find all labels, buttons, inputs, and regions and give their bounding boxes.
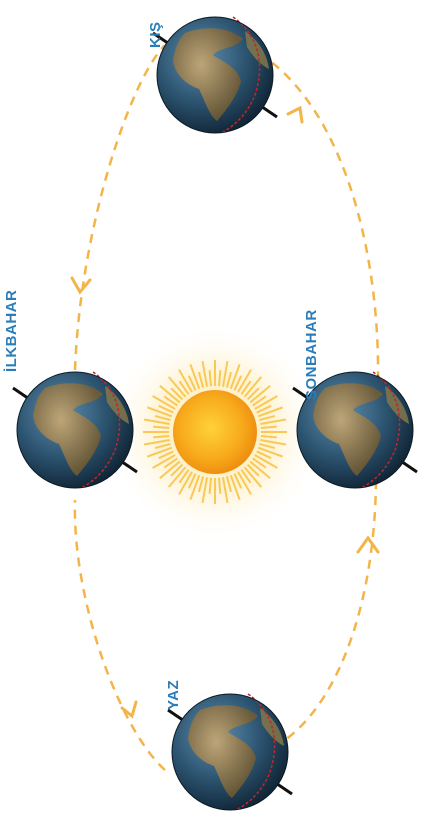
sun-ray [159, 460, 181, 480]
earth-summer [167, 693, 293, 811]
sun-ray [187, 375, 197, 391]
sun-ray [243, 466, 263, 488]
sun-ray [252, 395, 267, 407]
season-label: SONBAHAR [303, 309, 320, 400]
sun-ray [256, 404, 272, 414]
orbit-path [73, 33, 380, 771]
sun-ray [170, 463, 184, 477]
earth-spring [12, 371, 138, 489]
sun-ray [201, 477, 208, 504]
sun-ray [259, 442, 276, 450]
sun-ray [257, 406, 283, 418]
season-label: YAZ [165, 680, 182, 710]
season-label: KIŞ [147, 21, 164, 48]
sun-ray [158, 450, 174, 460]
sun-ray [163, 457, 178, 469]
sun-ray [256, 450, 272, 460]
sun-ray [154, 442, 171, 450]
sun-ray [254, 454, 278, 469]
sun-ray [218, 477, 222, 494]
sun-ray [187, 473, 197, 489]
sun-ray [218, 370, 222, 387]
sun-ray [170, 387, 184, 401]
sun-ray [197, 371, 205, 388]
sun-ray [163, 395, 178, 407]
earth-winter [152, 16, 278, 134]
sun-ray [143, 418, 170, 425]
sun-ray [222, 360, 229, 387]
sun-ray [178, 469, 190, 484]
sun-ray [260, 439, 287, 446]
sun-ray [178, 471, 193, 495]
sun-ray [152, 395, 176, 410]
sun-ray [249, 384, 271, 404]
orbit-arrow [286, 105, 304, 124]
sun-ray [208, 477, 212, 494]
sun-ray [260, 435, 277, 439]
sun-ray [233, 375, 243, 391]
sun-ray [260, 418, 287, 425]
sun-ray [158, 404, 174, 414]
sun-ray [178, 369, 193, 393]
sun-ray [237, 471, 252, 495]
sun-ray [147, 406, 173, 418]
sun-ray [240, 469, 252, 484]
sun-ray [189, 364, 201, 390]
sun-ray [208, 370, 212, 387]
orbit-arrow [356, 535, 380, 554]
orbit-arrow [120, 700, 138, 719]
season-label: İLKBAHAR [3, 290, 20, 372]
sun-ray [252, 457, 267, 469]
sun-ray [225, 476, 233, 493]
sun-ray [152, 454, 176, 469]
sun-ray [153, 435, 170, 439]
orbit-arrow [70, 276, 92, 295]
sun-ray [154, 414, 171, 422]
sun-ray [159, 384, 181, 404]
sun-ray [153, 425, 170, 429]
sun-ray [178, 380, 190, 395]
sun-ray [147, 446, 173, 458]
sun-ray [257, 446, 283, 458]
sun-ray [240, 380, 252, 395]
sun-ray [229, 364, 241, 390]
sun-ray [233, 473, 243, 489]
sun-ray [246, 463, 260, 477]
sun-ray [167, 376, 187, 398]
sun-ray [222, 477, 229, 504]
sun-ray [260, 425, 277, 429]
sun-ray [243, 376, 263, 398]
sun-ray [197, 476, 205, 493]
sun-ray [246, 387, 260, 401]
sun-ray [259, 414, 276, 422]
sun-ray [225, 371, 233, 388]
sun-ray [143, 439, 170, 446]
sun-ray [189, 474, 201, 500]
sun-ray [201, 360, 208, 387]
sun-ray [229, 474, 241, 500]
sun-ray [167, 466, 187, 488]
sun-ray [249, 460, 271, 480]
sun-ray [254, 395, 278, 410]
sun [105, 322, 325, 542]
earth-autumn [292, 371, 418, 489]
sun-ray [237, 369, 252, 393]
